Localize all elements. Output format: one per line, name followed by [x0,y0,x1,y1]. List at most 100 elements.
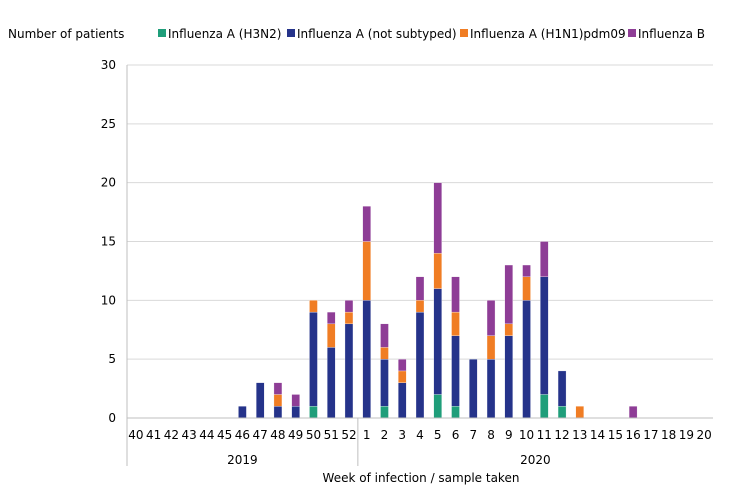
bar-segment [522,300,531,419]
x-axis: 40 41 42 43 44 45 46 47 48 49 50 51 52 1 2 3 4 5 6 7 8 9 10 11 1… [126,65,713,467]
bar-segment [362,206,371,242]
legend-swatch [287,29,295,37]
bar-segment [398,359,407,372]
y-tick-label: 30 [101,58,116,72]
x-tick-label: 19 [679,428,694,442]
x-tick-label: 20 [696,428,711,442]
x-tick-label: 18 [661,428,676,442]
legend-label: Influenza B [638,27,705,41]
bar-segment [522,276,531,301]
bar-segment [273,382,283,395]
bar-segment [362,241,371,301]
bar-segment [486,359,496,419]
bar-segment [433,182,442,254]
x-tick-label: 51 [324,428,339,442]
x-tick-label: 13 [572,428,587,442]
x-tick-label: 16 [625,428,640,442]
y-tick-label: 20 [101,176,116,190]
legend-label: Influenza A (H1N1)pdm09 [470,27,626,41]
x-tick-label: 45 [217,428,232,442]
x-tick-label: 46 [235,428,250,442]
bar-segment [344,323,354,419]
x-tick-label: 3 [398,428,406,442]
bar-segment [451,406,460,419]
bar-segment [540,241,549,277]
x-tick-label: 11 [537,428,552,442]
bar-segment [327,347,336,419]
bar-segment [415,276,425,301]
x-tick-label: 8 [487,428,495,442]
bar-segment [291,406,300,419]
x-axis-label: Week of infection / sample taken [323,471,520,485]
bar-segment [327,311,336,325]
legend-swatch [158,29,166,37]
x-tick-label: 9 [505,428,513,442]
bars [238,182,638,419]
x-tick-label: 1 [363,428,371,442]
x-tick-label: 47 [253,428,268,442]
y-tick-label: 0 [108,411,116,425]
bar-segment [238,406,247,419]
x-tick-label: 44 [199,428,214,442]
y-tick-label: 15 [101,235,116,249]
bar-segment [309,311,318,407]
bar-segment [327,323,336,348]
x-tick-label: 4 [416,428,424,442]
x-tick-label: 42 [164,428,179,442]
year-group-label: 2019 [227,453,258,467]
bar-segment [398,382,407,419]
bar-segment [504,335,513,419]
bar-segment [557,406,567,419]
bar-segment [309,406,318,419]
bar-segment [540,394,549,419]
bar-segment [504,264,513,325]
bar-segment [380,323,389,348]
bar-segment [557,370,567,407]
x-tick-label: 40 [128,428,143,442]
bar-segment [380,359,389,407]
bar-segment [398,370,407,383]
year-group-label: 2020 [520,453,551,467]
bar-segment [540,276,549,395]
x-tick-label: 48 [270,428,285,442]
bar-segment [451,335,460,407]
bar-segment [344,300,354,313]
x-tick-label: 52 [341,428,356,442]
bar-segment [433,394,442,419]
x-tick-label: 12 [554,428,569,442]
legend-swatch [460,29,468,37]
bar-segment [415,311,425,419]
x-tick-label: 49 [288,428,303,442]
bar-segment [256,382,265,419]
x-tick-label: 43 [182,428,197,442]
bar-segment [380,406,389,419]
bar-segment [433,288,442,395]
bar-segment [309,300,318,313]
bar-segment [344,311,354,325]
x-tick-label: 6 [452,428,460,442]
bar-segment [433,253,442,289]
x-tick-label: 50 [306,428,321,442]
bar-segment [362,300,371,419]
x-tick-label: 14 [590,428,605,442]
bar-segment [380,347,389,360]
bar-segment [486,300,496,336]
x-tick-label: 2 [381,428,389,442]
x-tick-label: 17 [643,428,658,442]
x-tick-label: 10 [519,428,534,442]
bar-segment [469,359,478,419]
bar-segment [273,394,283,407]
legend-label: Influenza A (not subtyped) [297,27,457,41]
legend-swatch [628,29,636,37]
y-tick-label: 5 [108,352,116,366]
x-tick-label: 41 [146,428,161,442]
bar-segment [273,406,283,419]
x-tick-label: 15 [608,428,623,442]
x-tick-label: 5 [434,428,442,442]
bar-segment [486,335,496,360]
bar-segment [628,406,638,419]
y-tick-label: 10 [101,293,116,307]
bar-segment [504,323,513,336]
legend: Influenza A (H3N2) Influenza A (not subty… [158,27,705,41]
